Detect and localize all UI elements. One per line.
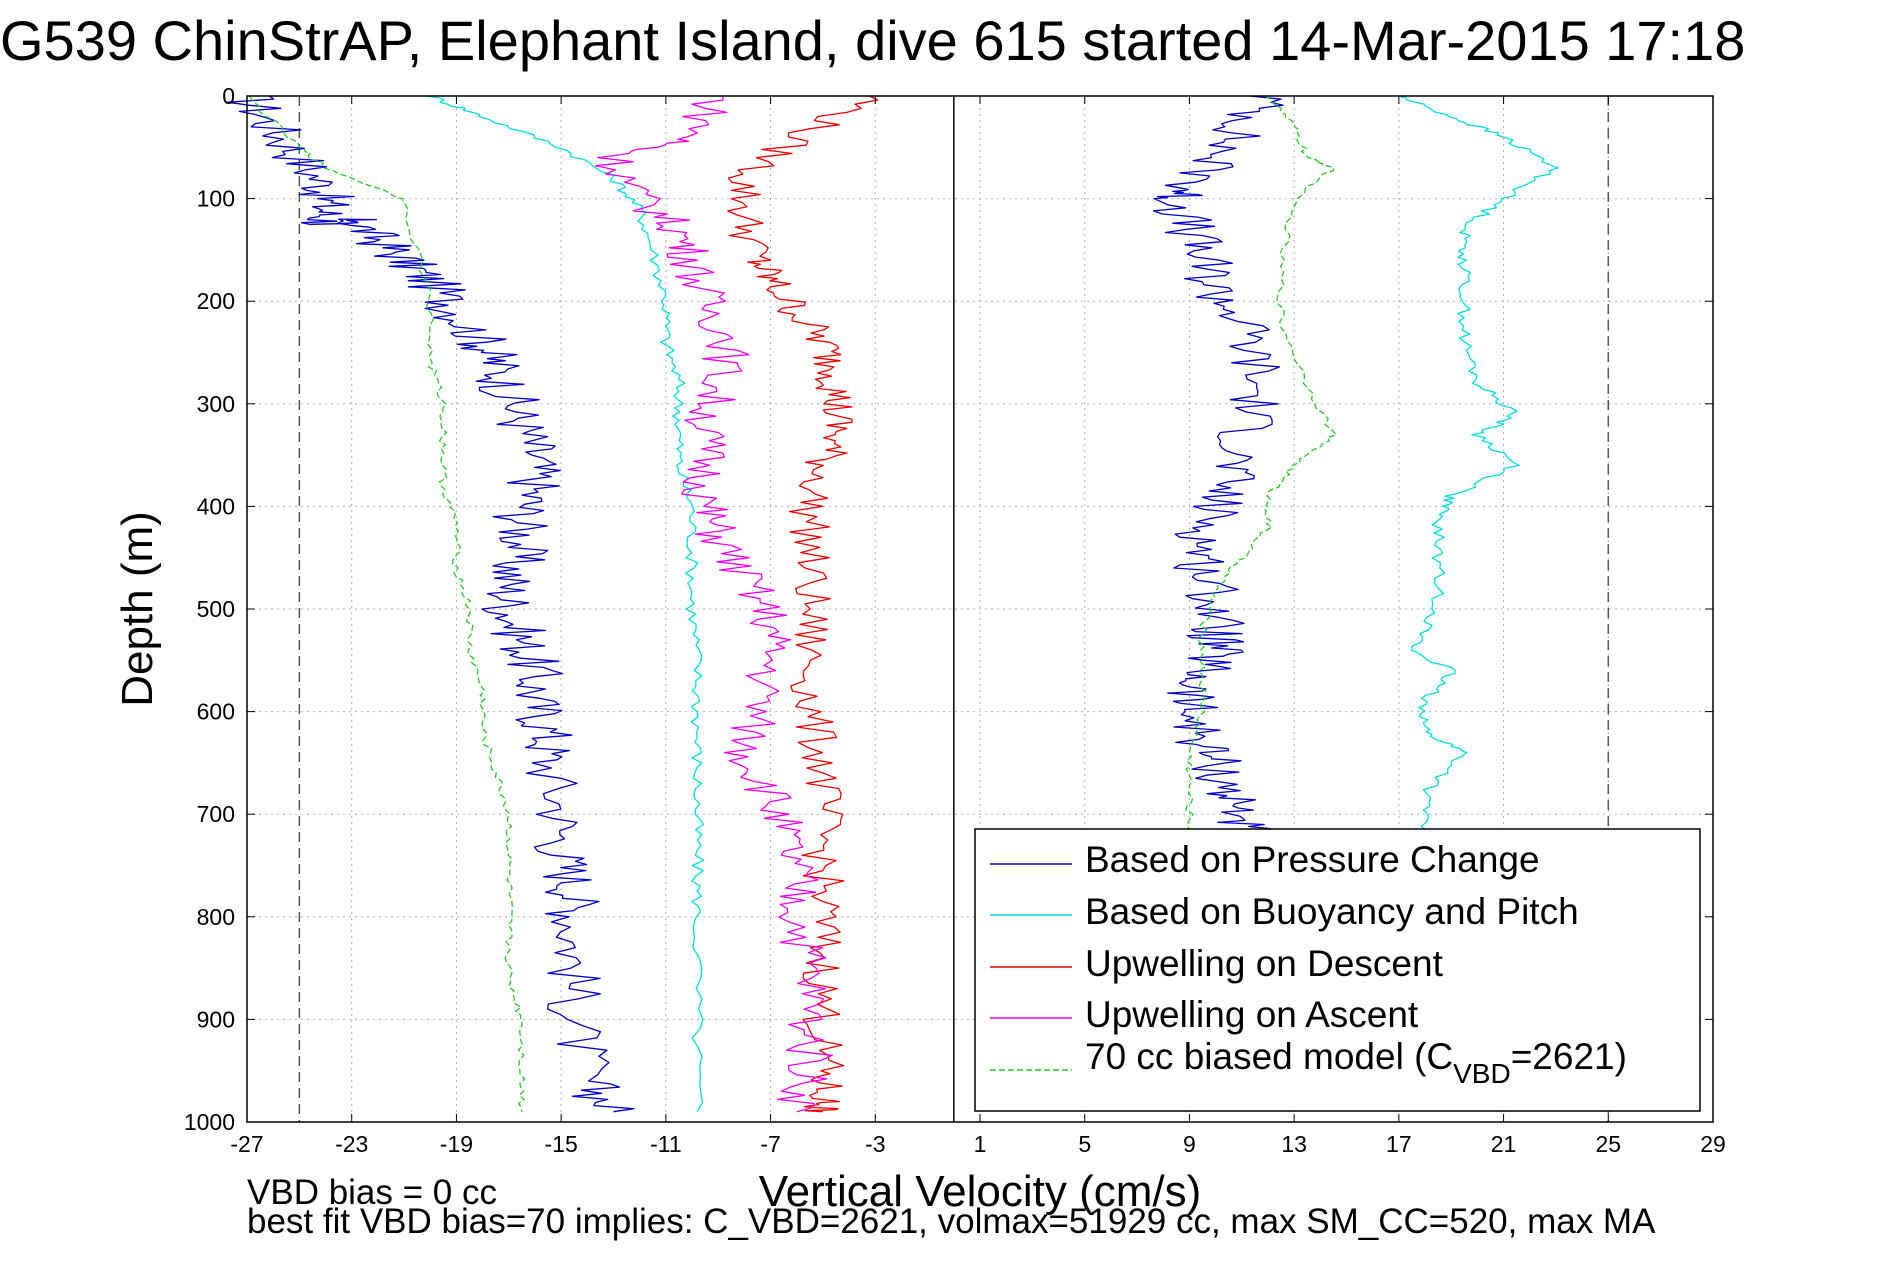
series-line-based-on-buoyancy-and-pitch — [1397, 95, 1559, 836]
legend-label: Based on Pressure Change — [1085, 839, 1540, 880]
vbd-bias-note: VBD bias = 0 cc — [247, 1173, 497, 1212]
x-tick-label: -19 — [440, 1131, 473, 1157]
legend-label: Upwelling on Ascent — [1085, 994, 1419, 1035]
series-lines — [226, 95, 1559, 1113]
series-line-upwelling-on-ascent — [594, 95, 833, 1113]
y-tick-label: 0 — [222, 83, 235, 109]
chart-title: G539 ChinStrAP, Elephant Island, dive 61… — [0, 9, 1745, 72]
series-line-based-on-pressure-change — [226, 95, 635, 1113]
y-tick-label: 100 — [197, 186, 235, 212]
y-tick-label: 800 — [197, 904, 235, 930]
x-tick-label: -23 — [335, 1131, 368, 1157]
legend-box — [974, 828, 1701, 1112]
x-tick-label: -11 — [650, 1131, 682, 1157]
x-tick-label: -27 — [230, 1131, 263, 1157]
x-axis-label: Vertical Velocity (cm/s) — [759, 1167, 1202, 1216]
y-axis-ticks: 0 100 200 300 400 500 600 700 800 900 1000 — [184, 83, 1713, 1135]
x-tick-label: -15 — [545, 1131, 578, 1157]
x-tick-label: -3 — [865, 1131, 885, 1157]
x-tick-label: 9 — [1183, 1131, 1196, 1157]
y-tick-label: 700 — [197, 801, 235, 827]
x-tick-label: 17 — [1386, 1131, 1412, 1157]
best-fit-note: best fit VBD bias=70 implies: C_VBD=2621… — [247, 1202, 1656, 1241]
x-tick-label: 25 — [1595, 1131, 1621, 1157]
y-tick-label: 1000 — [184, 1109, 235, 1135]
series-line-70-cc-biased-model-c-vbd-2621- — [249, 95, 526, 1112]
series-line-upwelling-on-descent — [727, 95, 879, 1113]
x-axis-ticks: -27 -23 -19 -15 -11 -7 -3 1 5 9 13 17 21 25 29 — [230, 96, 1726, 1157]
legend: Based on Pressure Change Based on Buoyanc… — [974, 828, 1701, 1112]
legend-label: Based on Buoyancy and Pitch — [1085, 891, 1579, 932]
y-tick-label: 300 — [197, 391, 235, 417]
x-tick-label: 29 — [1700, 1131, 1726, 1157]
legend-label: Upwelling on Descent — [1085, 943, 1444, 984]
series-line-based-on-buoyancy-and-pitch — [425, 95, 705, 1113]
y-tick-label: 400 — [197, 493, 235, 519]
series-line-70-cc-biased-model-c-vbd-2621- — [1185, 95, 1337, 836]
y-tick-label: 900 — [197, 1006, 235, 1032]
x-tick-label: 13 — [1281, 1131, 1307, 1157]
y-tick-label: 200 — [197, 288, 235, 314]
y-tick-label: 500 — [197, 596, 235, 622]
x-tick-label: 21 — [1491, 1131, 1517, 1157]
y-axis-label: Depth (m) — [113, 511, 162, 707]
x-tick-label: 1 — [974, 1131, 987, 1157]
series-line-based-on-pressure-change — [1152, 95, 1284, 836]
y-tick-label: 600 — [197, 699, 235, 725]
x-tick-label: 5 — [1078, 1131, 1091, 1157]
x-tick-label: -7 — [760, 1131, 780, 1157]
